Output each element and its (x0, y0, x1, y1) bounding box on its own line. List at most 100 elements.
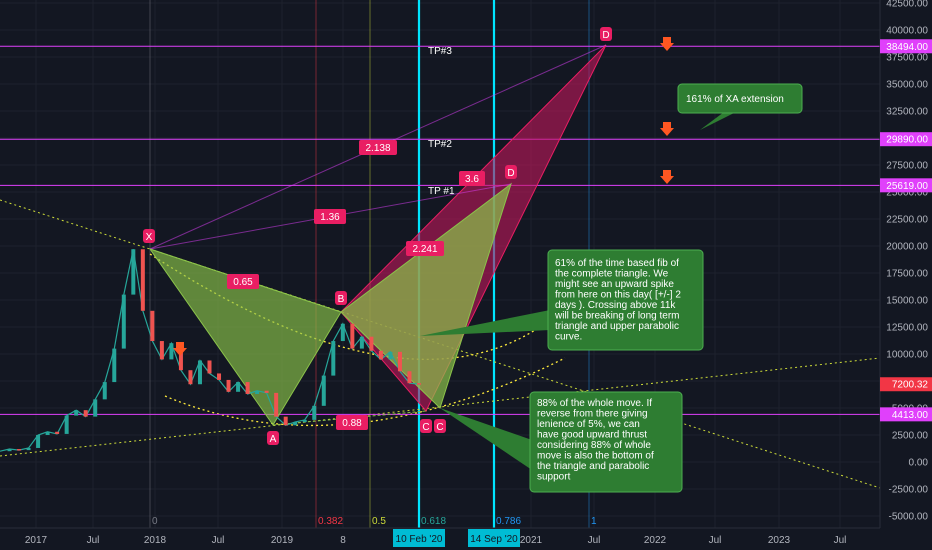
pattern-point-badge (267, 431, 279, 445)
pattern-point-badge (434, 419, 446, 433)
pattern-point-label: X (146, 232, 153, 243)
date-badge (393, 529, 445, 547)
price-axis-tick: 27500.00 (886, 161, 928, 172)
price-candle (207, 360, 212, 374)
price-candle (102, 382, 107, 400)
price-badge-label: 4413.00 (892, 410, 929, 421)
price-axis-tick: 25000.00 (886, 188, 928, 199)
callout-text-line: lenience of 5%, we can (537, 419, 640, 430)
price-candle (312, 405, 317, 420)
callout-text-line: 88% of the whole move. If (537, 398, 652, 409)
price-axis-tick: 32500.00 (886, 107, 928, 118)
time-axis-tick: 2023 (768, 535, 791, 546)
price-candle (302, 419, 307, 423)
pattern-point-label: D (602, 30, 609, 41)
price-candle (407, 371, 412, 384)
price-axis-tick: -2500.00 (889, 485, 929, 496)
pattern-point-label: A (270, 434, 277, 445)
price-axis-tick: 15000.00 (886, 296, 928, 307)
price-badge-label: 25619.00 (886, 181, 928, 192)
price-candle (64, 415, 69, 434)
callout-text: 161% of XA extension (686, 94, 784, 105)
target-label: TP#3 (428, 46, 452, 57)
pattern-point-badge (143, 229, 155, 243)
price-axis-panel (880, 0, 932, 528)
price-axis-tick: 22500.00 (886, 215, 928, 226)
callout-text-line: from here on this day( [+/-] 2 (555, 290, 681, 301)
price-axis-tick: 12500.00 (886, 323, 928, 334)
price-badge (880, 407, 932, 422)
price-candle (388, 351, 393, 360)
price-axis-tick: 0.00 (909, 458, 929, 469)
time-axis-tick: 2021 (520, 535, 543, 546)
pattern-point-label: C (436, 422, 443, 433)
callout-text-line: the triangle and parabolic (537, 461, 649, 472)
price-badge (880, 132, 932, 147)
price-candle (359, 336, 364, 349)
date-badge (468, 529, 520, 547)
price-candle (417, 383, 421, 385)
time-axis-tick: 2017 (25, 535, 48, 546)
time-axis-tick: Jul (834, 535, 847, 546)
ratio-label-bg (459, 171, 485, 186)
pattern-point-label: C (422, 422, 429, 433)
time-axis-panel (0, 528, 932, 550)
fib-time-label: 0.382 (318, 516, 343, 527)
callout-text-line: reverse from there giving (537, 409, 648, 420)
price-axis-tick: 40000.00 (886, 26, 928, 37)
callout-text-line: considering 88% of whole (537, 440, 651, 451)
price-badge (880, 39, 932, 54)
price-candle (55, 431, 60, 434)
price-axis-tick: 2500.00 (892, 431, 929, 442)
callout-box (529, 391, 683, 493)
time-axis-tick: 2022 (644, 535, 667, 546)
price-candle (369, 336, 374, 351)
price-candle (378, 350, 383, 360)
date-badge-label: 10 Feb '20 (396, 534, 443, 545)
callout-text-line: days ). Crossing above 11k (555, 300, 676, 311)
price-candle (7, 449, 12, 452)
time-axis-tick: Jul (212, 535, 225, 546)
ratio-label: 3.6 (465, 174, 479, 185)
price-candle (93, 399, 98, 417)
price-axis-tick: 10000.00 (886, 350, 928, 361)
price-badge-label: 29890.00 (886, 135, 928, 146)
price-candle (217, 373, 222, 380)
callout-box (677, 83, 803, 114)
price-candle (36, 435, 41, 448)
callout-text-line: 61% of the time based fib of (555, 258, 679, 269)
price-candle (112, 348, 117, 383)
pattern-bcd-green-triangle (340, 182, 512, 409)
fib-time-label: 1 (591, 516, 597, 527)
price-candle (178, 343, 183, 371)
down-arrow-icon (660, 170, 674, 184)
price-candle (140, 249, 145, 311)
fib-time-label: 0.5 (372, 516, 386, 527)
callout-text-line: might see an upward spike (555, 279, 674, 290)
ratio-label: 0.88 (342, 418, 362, 429)
callout-pointer (420, 310, 550, 336)
fib-time-label: 0 (152, 516, 158, 527)
pattern-point-badge (600, 27, 612, 41)
fib-time-label: 0.786 (496, 516, 521, 527)
callout-pointer (440, 408, 532, 470)
price-axis-tick: 37500.00 (886, 53, 928, 64)
price-candle (293, 422, 298, 426)
ratio-label: 1.36 (320, 212, 340, 223)
price-candle (397, 351, 402, 372)
price-axis-tick: 17500.00 (886, 269, 928, 280)
ratio-label-bg (336, 415, 368, 430)
price-badge (880, 377, 932, 392)
pattern-point-badge (505, 165, 517, 179)
target-label: TP #1 (428, 186, 455, 197)
ratio-label-bg (227, 274, 259, 289)
price-candle (83, 410, 88, 417)
price-candle (274, 392, 279, 417)
price-candle (331, 341, 336, 376)
callout-pointer (700, 112, 736, 130)
price-badge-label: 38494.00 (886, 42, 928, 53)
price-candle (169, 343, 174, 360)
price-candle (226, 379, 231, 392)
